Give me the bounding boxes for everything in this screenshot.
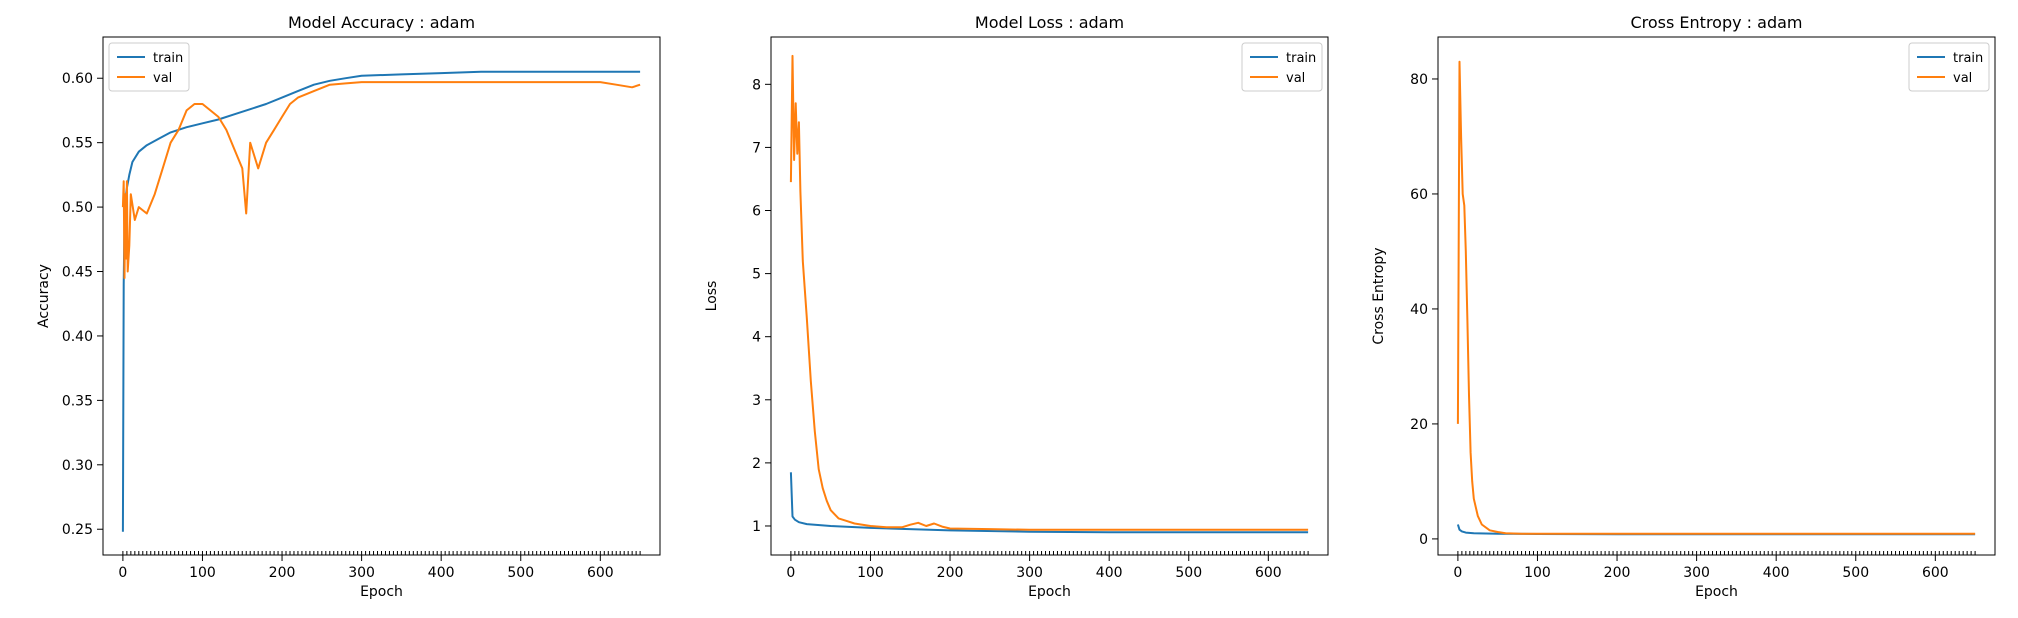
x-tick-label: 300 (348, 565, 375, 581)
y-axis-label: Accuracy (36, 264, 52, 328)
chart-title: Cross Entropy : adam (1630, 13, 1802, 32)
x-tick-label: 100 (1524, 565, 1551, 581)
plot-area (102, 36, 661, 556)
plot-area (1437, 36, 1996, 556)
series-line-train (121, 70, 641, 532)
legend-label-train: train (153, 51, 183, 66)
x-tick-label: 600 (1922, 565, 1949, 581)
x-tick-label: 400 (1096, 565, 1123, 581)
legend-box (108, 42, 190, 92)
legend: train val (108, 42, 190, 92)
chart-1: Model Accuracy : adam 0 100 200 300 400 500 600… (36, 13, 661, 600)
y-tick-label: 60 (1410, 187, 1428, 203)
y-tick-label: 80 (1410, 72, 1428, 88)
y-tick-label: 40 (1410, 302, 1428, 318)
x-tick-label: 0 (118, 565, 127, 581)
x-tick-label: 300 (1016, 565, 1043, 581)
y-tick-label: 5 (752, 267, 761, 283)
y-tick-label: 0.40 (62, 329, 93, 345)
y-tick-label: 3 (752, 393, 761, 409)
legend: train val (1241, 42, 1323, 92)
y-tick-label: 0.50 (62, 200, 93, 216)
legend: train val (1908, 42, 1990, 92)
x-axis-label: Epoch (1028, 584, 1071, 600)
x-tick-label: 200 (269, 565, 296, 581)
y-axis-label: Cross Entropy (1371, 247, 1387, 344)
y-axis-label: Loss (704, 281, 720, 312)
x-tick-label: 200 (937, 565, 964, 581)
x-tick-label: 400 (428, 565, 455, 581)
series-line-val (789, 54, 1309, 531)
chart-title: Model Loss : adam (975, 13, 1124, 32)
series-line-val (121, 81, 641, 279)
legend-label-train: train (1286, 51, 1316, 66)
x-tick-label: 0 (786, 565, 795, 581)
series-line-train (789, 472, 1309, 534)
legend-box (1241, 42, 1323, 92)
chart-2: Model Loss : adam 0 100 200 300 400 500 600 1 2 3 4… (704, 13, 1329, 600)
y-tick-label: 20 (1410, 417, 1428, 433)
x-tick-label: 300 (1683, 565, 1710, 581)
legend-label-val: val (1286, 71, 1305, 86)
x-tick-label: 500 (1175, 565, 1202, 581)
y-tick-label: 4 (752, 330, 761, 346)
chart-3: Cross Entropy : adam 0 100 200 300 400 500 600 0… (1371, 13, 1996, 600)
x-tick-label: 0 (1453, 565, 1462, 581)
x-tick-label: 500 (1842, 565, 1869, 581)
x-axis-label: Epoch (1695, 584, 1738, 600)
y-tick-label: 0.25 (62, 522, 93, 538)
plot-area (770, 36, 1329, 556)
series-line-val (1456, 60, 1976, 535)
chart-title: Model Accuracy : adam (288, 13, 475, 32)
y-tick-label: 0.35 (62, 393, 93, 409)
y-tick-label: 1 (752, 519, 761, 535)
x-tick-label: 100 (189, 565, 216, 581)
x-axis-label: Epoch (360, 584, 403, 600)
legend-label-train: train (1953, 51, 1983, 66)
legend-box (1908, 42, 1990, 92)
y-tick-label: 8 (752, 77, 761, 93)
x-tick-label: 100 (857, 565, 884, 581)
x-tick-label: 500 (507, 565, 534, 581)
y-tick-label: 0.45 (62, 265, 93, 281)
y-tick-label: 0.60 (62, 71, 93, 87)
legend-label-val: val (153, 71, 172, 86)
x-tick-label: 600 (587, 565, 614, 581)
y-tick-label: 0.30 (62, 458, 93, 474)
x-tick-label: 600 (1255, 565, 1282, 581)
y-tick-label: 0 (1419, 532, 1428, 548)
legend-label-val: val (1953, 71, 1972, 86)
y-tick-label: 7 (752, 140, 761, 156)
x-tick-label: 200 (1604, 565, 1631, 581)
x-tick-label: 400 (1763, 565, 1790, 581)
y-tick-label: 0.55 (62, 136, 93, 152)
y-tick-label: 2 (752, 456, 761, 472)
y-tick-label: 6 (752, 204, 761, 220)
